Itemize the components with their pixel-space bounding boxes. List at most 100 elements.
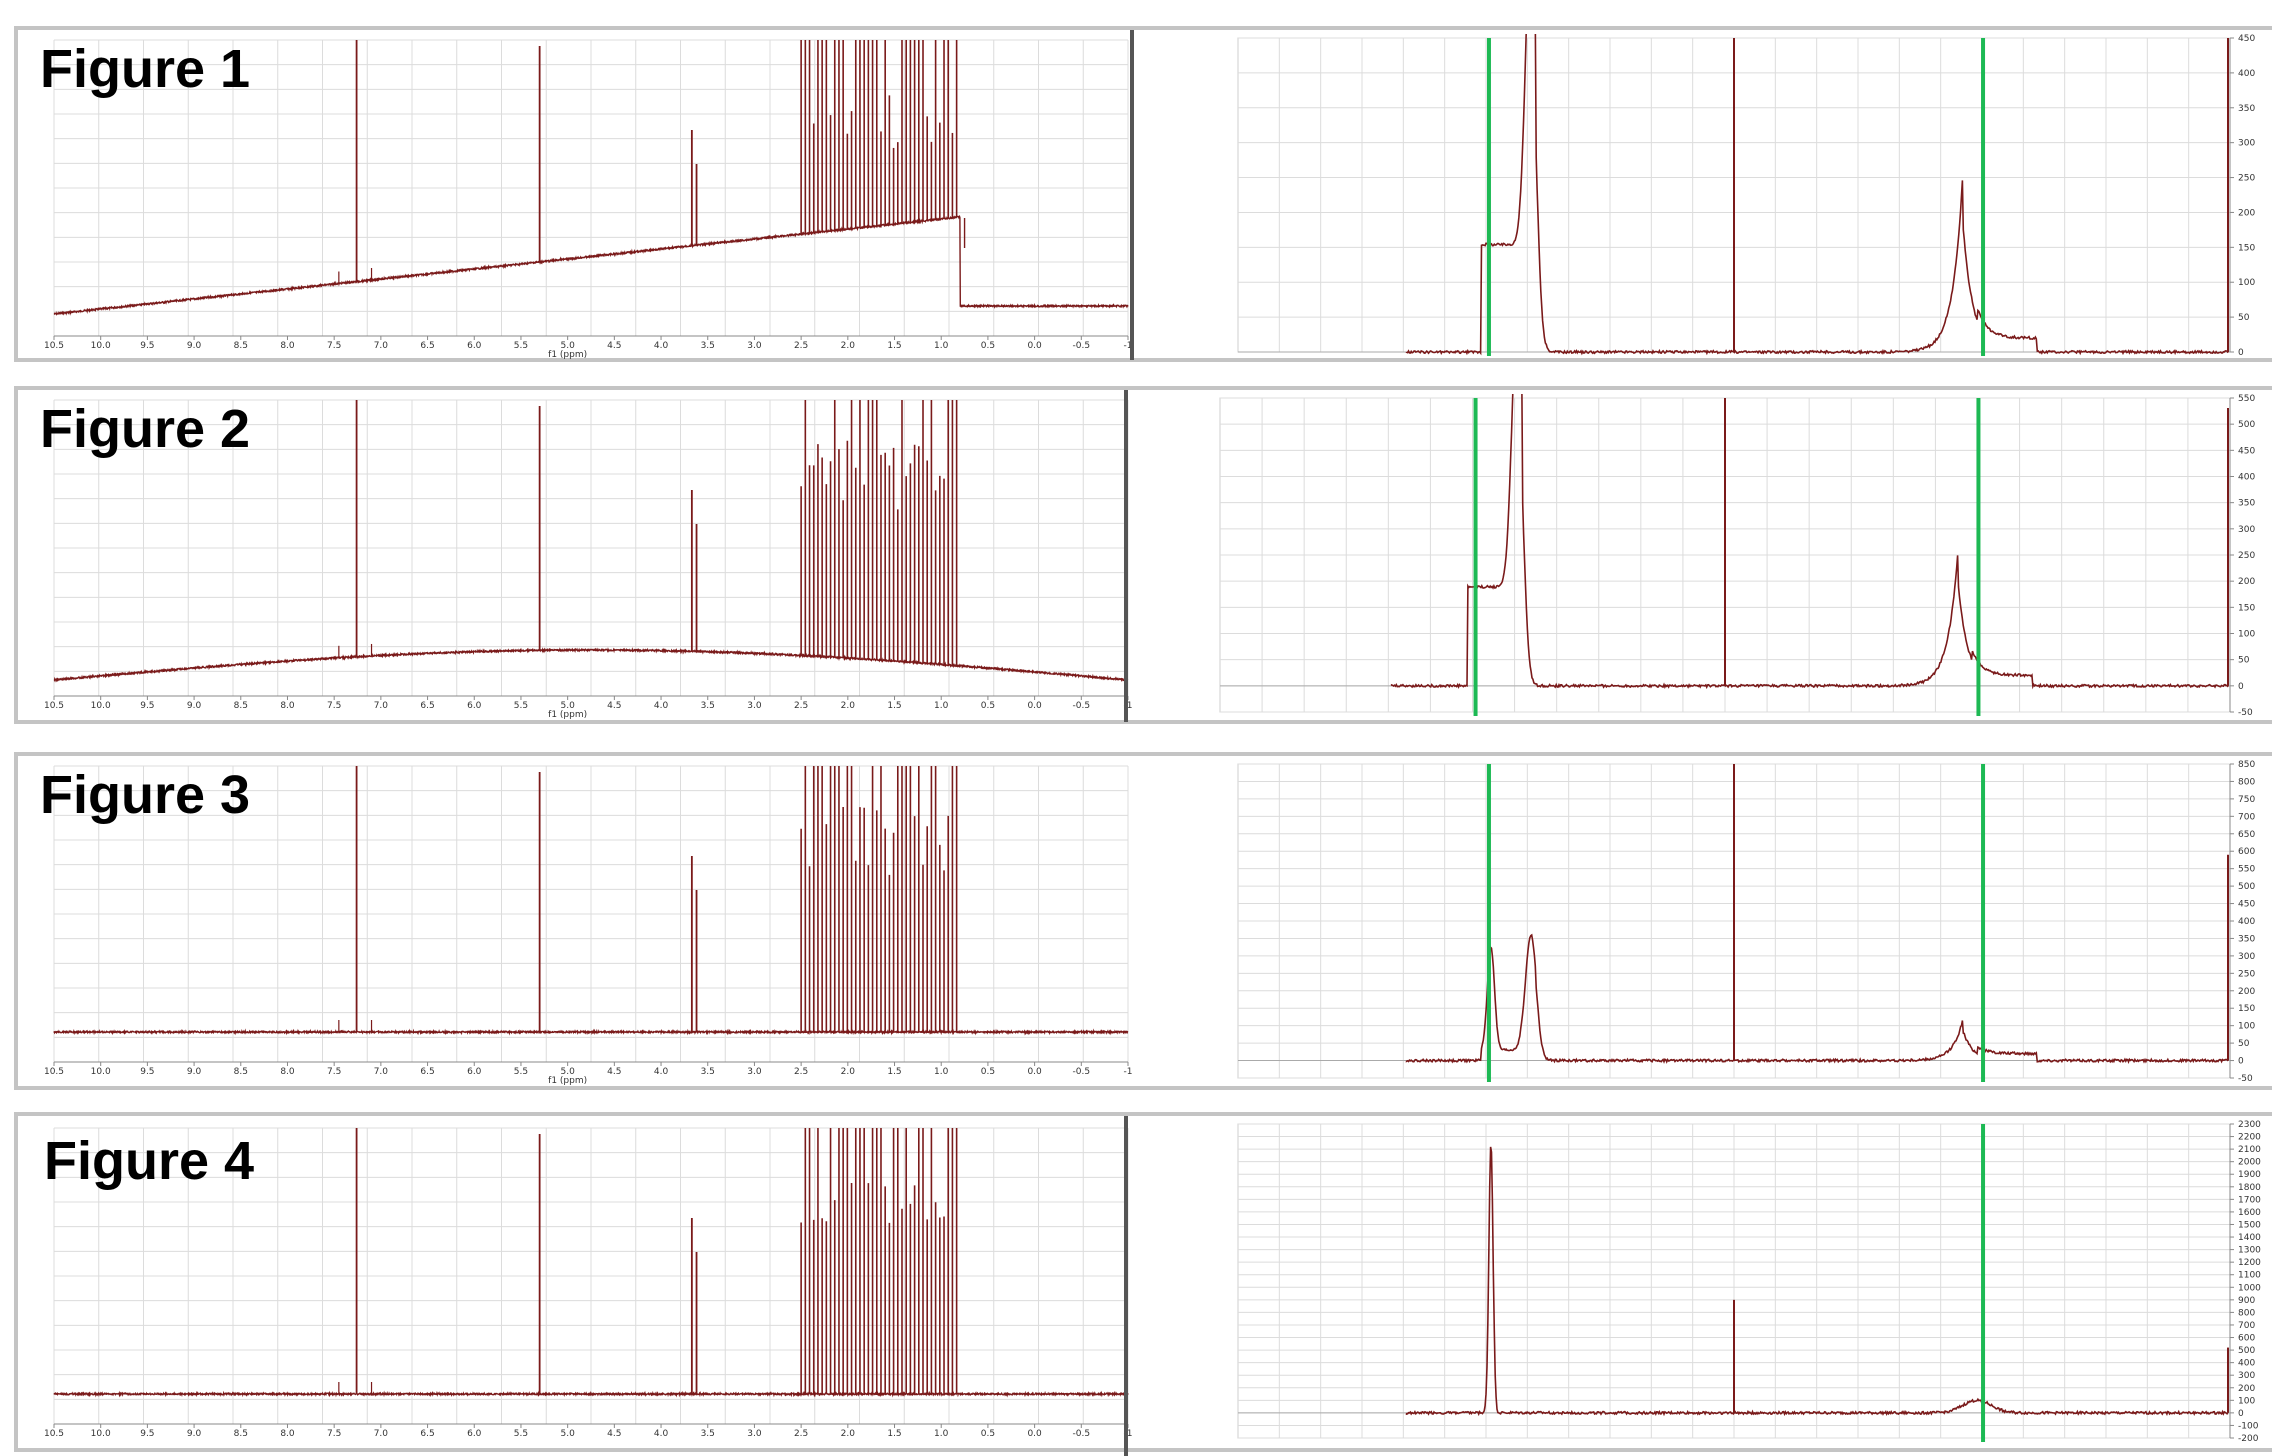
- y-tick-label: 200: [2238, 577, 2255, 587]
- y-tick-label: 250: [2238, 969, 2255, 979]
- y-tick-label: 400: [2238, 917, 2255, 927]
- x-tick-label: 10.5: [44, 341, 64, 351]
- x-tick-label: 1.0: [934, 1429, 949, 1439]
- x-tick-label: 7.0: [374, 1429, 389, 1439]
- x-tick-label: 2.0: [841, 1429, 856, 1439]
- y-tick-label: 450: [2238, 34, 2255, 44]
- y-tick-label: 1800: [2238, 1183, 2261, 1193]
- nmr-spectrum-chart: 10.5 10.0 9.5 9.0 8.5 8.0 7.5 7.0 6.5 6.0 5.5 5.0 4.…: [44, 765, 1133, 1086]
- x-tick-label: 8.0: [280, 1429, 295, 1439]
- x-tick-label: 7.5: [327, 1429, 341, 1439]
- y-tick-label: 600: [2238, 847, 2255, 857]
- y-tick-label: 500: [2238, 882, 2255, 892]
- x-tick-label: 3.0: [747, 1067, 762, 1077]
- x-tick-label: -0.5: [1073, 341, 1091, 351]
- figure-panel-2: Figure 2 10.5 10.0 9.5 9.0 8.5 8.0 7.5 7.0 6.5 6.…: [14, 386, 2272, 724]
- y-tick-label: 450: [2238, 446, 2255, 456]
- y-tick-label: 300: [2238, 139, 2255, 149]
- x-tick-label: 4.5: [607, 1067, 621, 1077]
- y-tick-label: 400: [2238, 69, 2255, 79]
- zoom-spectrum-chart: 8508007507006506005505004504003503002502…: [1237, 760, 2255, 1084]
- x-tick-label: -1: [1124, 1067, 1133, 1077]
- x-tick-label: 8.5: [234, 701, 248, 711]
- y-tick-label: 100: [2238, 1396, 2255, 1406]
- x-tick-label: 10.0: [91, 341, 111, 351]
- x-tick-label: 2.0: [841, 341, 856, 351]
- y-tick-label: 300: [2238, 1371, 2255, 1381]
- x-tick-label: 0.0: [1027, 1067, 1042, 1077]
- spectrum-baseline: [53, 1028, 1129, 1036]
- figure-title: Figure 4: [44, 1131, 255, 1191]
- y-tick-label: 200: [2238, 1384, 2255, 1394]
- x-tick-label: 9.0: [187, 1429, 202, 1439]
- y-tick-label: 300: [2238, 525, 2255, 535]
- x-tick-label: 3.5: [701, 1067, 715, 1077]
- y-tick-label: 850: [2238, 760, 2255, 770]
- x-tick-label: 8.0: [280, 341, 295, 351]
- y-tick-label: 1400: [2238, 1233, 2261, 1243]
- x-tick-label: 1.5: [887, 1067, 901, 1077]
- x-tick-label: 8.0: [280, 701, 295, 711]
- figure-panel-4: Figure 4 10.5 10.0 9.5 9.0 8.5 8.0 7.5 7.0 6.5 6.…: [14, 1112, 2272, 1456]
- y-tick-label: 250: [2238, 174, 2255, 184]
- x-tick-label: 9.0: [187, 701, 202, 711]
- y-tick-label: 500: [2238, 420, 2255, 430]
- x-tick-label: -1: [1124, 701, 1133, 711]
- y-tick-label: 50: [2238, 656, 2250, 666]
- figure-title: Figure 1: [40, 39, 251, 99]
- zoom-trace: [1390, 394, 2229, 690]
- y-tick-label: 800: [2238, 777, 2255, 787]
- x-tick-label: 6.5: [420, 701, 434, 711]
- spectrum-baseline: [53, 214, 1129, 316]
- y-tick-label: 2300: [2238, 1120, 2261, 1130]
- x-tick-label: 8.5: [234, 341, 248, 351]
- nmr-spectrum-chart: 10.5 10.0 9.5 9.0 8.5 8.0 7.5 7.0 6.5 6.0 5.5 5.0 4.…: [44, 1127, 1132, 1439]
- x-axis-label: f1 (ppm): [548, 1076, 587, 1086]
- y-tick-label: 1500: [2238, 1220, 2261, 1230]
- y-tick-label: 350: [2238, 934, 2255, 944]
- x-tick-label: 10.0: [91, 1429, 111, 1439]
- y-tick-label: 1600: [2238, 1208, 2261, 1218]
- y-tick-label: 100: [2238, 278, 2255, 288]
- figure-title: Figure 3: [40, 765, 251, 825]
- y-tick-label: 0: [2238, 1057, 2244, 1067]
- y-tick-label: 50: [2238, 313, 2250, 323]
- x-tick-label: 1.5: [887, 701, 901, 711]
- x-tick-label: 2.5: [794, 701, 808, 711]
- x-tick-label: 3.0: [747, 341, 762, 351]
- x-tick-label: 6.0: [467, 701, 482, 711]
- x-tick-label: 4.5: [607, 341, 621, 351]
- y-tick-label: 200: [2238, 208, 2255, 218]
- x-tick-label: 7.0: [374, 701, 389, 711]
- figure-panel-1: Figure 1 10.5 10.0 9.5 9.0 8.5 8.0 7.5 7.0 6.5 6.…: [14, 26, 2272, 362]
- x-tick-label: 0.5: [981, 341, 995, 351]
- y-tick-label: 50: [2238, 1039, 2250, 1049]
- x-tick-label: -1: [1124, 341, 1133, 351]
- y-tick-label: 150: [2238, 243, 2255, 253]
- x-tick-label: 10.0: [91, 701, 111, 711]
- zoom-trace: [1405, 1146, 2229, 1417]
- x-tick-label: 0.5: [981, 701, 995, 711]
- x-tick-label: 6.0: [467, 341, 482, 351]
- y-tick-label: 0: [2238, 682, 2244, 692]
- figure-title: Figure 2: [40, 399, 251, 459]
- x-tick-label: 3.0: [747, 701, 762, 711]
- x-tick-label: 1.5: [887, 1429, 901, 1439]
- x-tick-label: 4.0: [654, 1429, 669, 1439]
- panel-divider: [1130, 30, 1134, 360]
- x-tick-label: 7.0: [374, 341, 389, 351]
- y-tick-label: 550: [2238, 865, 2255, 875]
- x-tick-label: 1.0: [934, 701, 949, 711]
- x-tick-label: 6.0: [467, 1067, 482, 1077]
- zoom-spectrum-chart: 450 400 350 300 250 200 150 100 50 0: [1237, 34, 2255, 358]
- y-tick-label: 750: [2238, 795, 2255, 805]
- y-tick-label: 350: [2238, 104, 2255, 114]
- nmr-spectrum-chart: 10.5 10.0 9.5 9.0 8.5 8.0 7.5 7.0 6.5 6.0 5.5 5.0 4.…: [44, 39, 1133, 360]
- y-tick-label: 450: [2238, 900, 2255, 910]
- x-tick-label: 10.5: [44, 701, 64, 711]
- x-tick-label: 2.0: [841, 701, 856, 711]
- y-tick-label: 200: [2238, 987, 2255, 997]
- x-tick-label: 3.5: [701, 1429, 715, 1439]
- x-tick-label: 4.5: [607, 1429, 621, 1439]
- x-tick-label: 2.5: [794, 1067, 808, 1077]
